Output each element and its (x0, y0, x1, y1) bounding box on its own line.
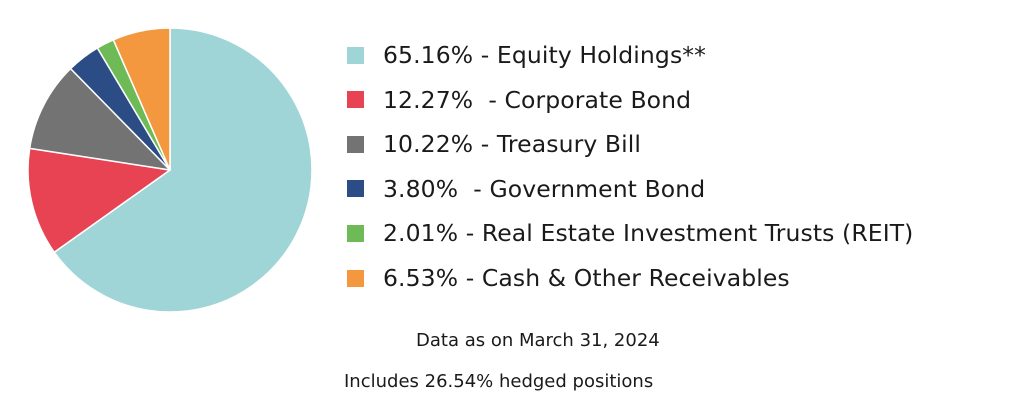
legend-swatch (347, 224, 364, 242)
legend-label: 3.80% - Government Bond (383, 174, 706, 203)
legend-label: 12.27% - Corporate Bond (383, 85, 692, 114)
legend-swatch (347, 91, 364, 109)
legend-item: 12.27% - Corporate Bond (347, 85, 691, 115)
legend-swatch (347, 46, 364, 64)
legend-swatch (347, 135, 364, 153)
pie-slice-3 (28, 67, 171, 171)
hedged-positions-note: Includes 26.54% hedged positions (344, 371, 654, 392)
pie-slice-1 (53, 27, 313, 313)
legend-item: 65.16% - Equity Holdings** (347, 40, 706, 70)
legend-item: 10.22% - Treasury Bill (347, 129, 641, 159)
legend-item: 2.01% - Real Estate Investment Trusts (R… (347, 218, 913, 248)
data-date-note: Data as on March 31, 2024 (416, 330, 660, 351)
pie-chart (27, 27, 313, 313)
legend-label: 2.01% - Real Estate Investment Trusts (R… (383, 219, 914, 248)
pie-slice-6 (112, 27, 171, 171)
legend-label: 10.22% - Treasury Bill (383, 130, 642, 159)
legend-swatch (347, 269, 364, 287)
legend-swatch (347, 180, 364, 198)
pie-slice-2 (27, 147, 171, 254)
legend-label: 65.16% - Equity Holdings** (383, 41, 706, 69)
legend-item: 6.53% - Cash & Other Receivables (347, 263, 790, 293)
legend-item: 3.80% - Government Bond (347, 174, 705, 204)
legend-label: 6.53% - Cash & Other Receivables (383, 264, 790, 292)
